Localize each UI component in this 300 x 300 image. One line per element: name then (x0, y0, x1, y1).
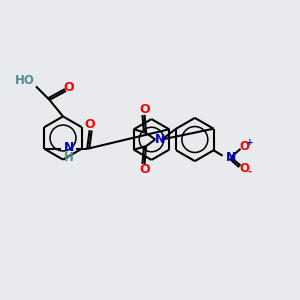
Text: O: O (239, 140, 250, 153)
Text: H: H (64, 151, 74, 164)
Text: N: N (154, 133, 165, 146)
Text: O: O (63, 81, 74, 94)
Text: N: N (64, 141, 74, 154)
Text: -: - (248, 167, 252, 177)
Text: O: O (139, 163, 150, 176)
Text: HO: HO (15, 74, 34, 88)
Text: N: N (226, 151, 236, 164)
Text: O: O (239, 162, 250, 175)
Text: +: + (246, 138, 254, 147)
Text: O: O (139, 103, 150, 116)
Text: O: O (84, 118, 95, 131)
